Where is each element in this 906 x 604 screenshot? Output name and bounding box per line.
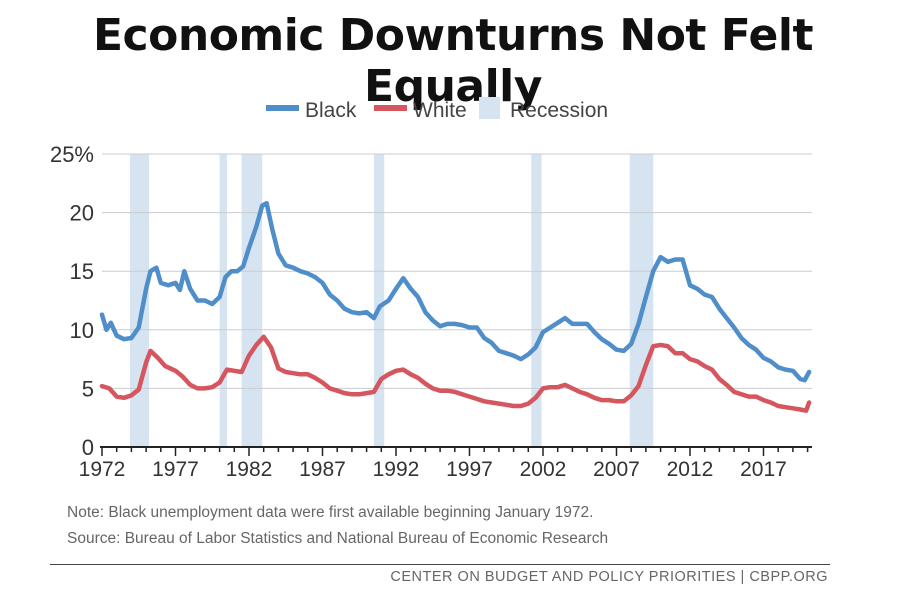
x-tick-label: 2017 (740, 458, 787, 481)
x-tick-label: 1992 (373, 458, 420, 481)
x-tick-label: 1987 (299, 458, 346, 481)
x-tick-label: 1972 (79, 458, 126, 481)
y-tick-label: 0 (82, 435, 94, 460)
recession-band (241, 154, 263, 447)
x-tick-label: 2012 (667, 458, 714, 481)
y-tick-label: 20 (70, 201, 94, 226)
y-tick-label: 25% (50, 142, 94, 167)
recession-band (129, 154, 150, 447)
chart-title: Economic Downturns Not Felt Equally (93, 10, 814, 112)
series-line-black (99, 200, 812, 383)
chart-note: Note: Black unemployment data were first… (67, 504, 594, 521)
x-tick-label: 1977 (152, 458, 199, 481)
x-tick-label: 1982 (226, 458, 273, 481)
recession-band (219, 154, 227, 447)
y-tick-label: 15 (70, 259, 94, 284)
legend-label-black: Black (305, 99, 357, 122)
gridlines (102, 153, 812, 389)
x-tick-label: 1997 (446, 458, 493, 481)
series-line-white (99, 334, 812, 413)
y-tick-label: 10 (70, 318, 94, 343)
chart-source: Source: Bureau of Labor Statistics and N… (67, 530, 609, 547)
footer-credit: CENTER ON BUDGET AND POLICY PRIORITIES |… (390, 569, 828, 585)
legend-label-white: White (413, 99, 467, 122)
series-lines (99, 200, 812, 413)
axes: 0 5 10 15 20 25% 1972 1977 1982 1987 1992 1997 2002 2… (50, 142, 812, 481)
recession-band (373, 154, 385, 447)
footer-divider (50, 564, 830, 565)
recession-band (531, 154, 542, 447)
x-tick-label: 2002 (520, 458, 567, 481)
legend-swatch-recession (479, 97, 500, 119)
recession-band (629, 154, 654, 447)
x-tick-label: 2007 (593, 458, 640, 481)
legend-label-recession: Recession (510, 99, 608, 122)
legend: Black White Recession (266, 97, 608, 122)
y-tick-label: 5 (82, 376, 94, 401)
